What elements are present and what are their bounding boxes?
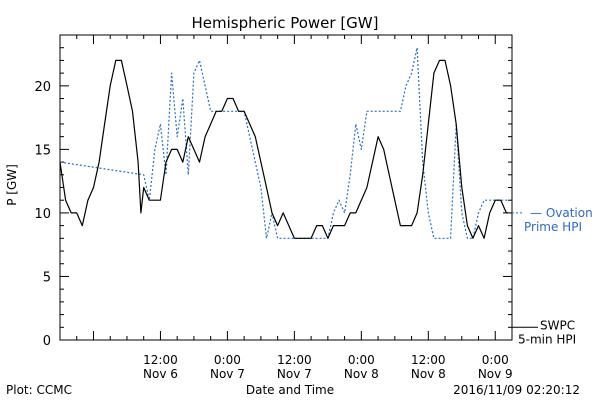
x-tick-label-time: 0:00 <box>482 353 509 367</box>
swpc-legend-label-2: 5-min HPI <box>518 332 576 346</box>
y-tick-label: 20 <box>34 80 51 95</box>
y-tick-label: 0 <box>43 334 51 349</box>
x-tick-label-date: Nov 7 <box>277 367 312 381</box>
swpc-legend-label: SWPC <box>540 318 575 332</box>
y-axis-ticks: 0 5 10 15 20 <box>34 34 512 349</box>
x-tick-label-date: Nov 8 <box>344 367 379 381</box>
x-tick-label-time: 12:00 <box>277 353 312 367</box>
swpc-series-line <box>59 59 509 239</box>
y-tick-label: 10 <box>34 207 51 222</box>
plot-credit: Plot: CCMC <box>6 383 72 397</box>
x-tick-label-date: Nov 7 <box>210 367 245 381</box>
x-tick-label-date: Nov 6 <box>143 367 178 381</box>
plot-timestamp: 2016/11/09 02:20:12 <box>453 383 580 397</box>
x-tick-label-time: 12:00 <box>143 353 178 367</box>
x-tick-label-time: 0:00 <box>214 353 241 367</box>
x-tick-label-time: 12:00 <box>411 353 446 367</box>
ovation-legend-label-2: Prime HPI <box>524 220 582 234</box>
plot-frame <box>59 34 513 341</box>
chart-title: Hemispheric Power [GW] <box>192 14 379 32</box>
y-tick-label: 5 <box>43 270 51 285</box>
x-axis-label: Date and Time <box>246 383 334 397</box>
ovation-legend-label: — Ovation <box>530 206 593 220</box>
x-tick-label-time: 0:00 <box>348 353 375 367</box>
ovation-prime-series-line <box>59 47 509 239</box>
series-lines <box>59 47 509 239</box>
x-tick-label-date: Nov 9 <box>478 367 513 381</box>
x-tick-label-date: Nov 8 <box>411 367 446 381</box>
y-tick-label: 15 <box>34 143 51 158</box>
y-axis-label: P [GW] <box>5 164 19 206</box>
